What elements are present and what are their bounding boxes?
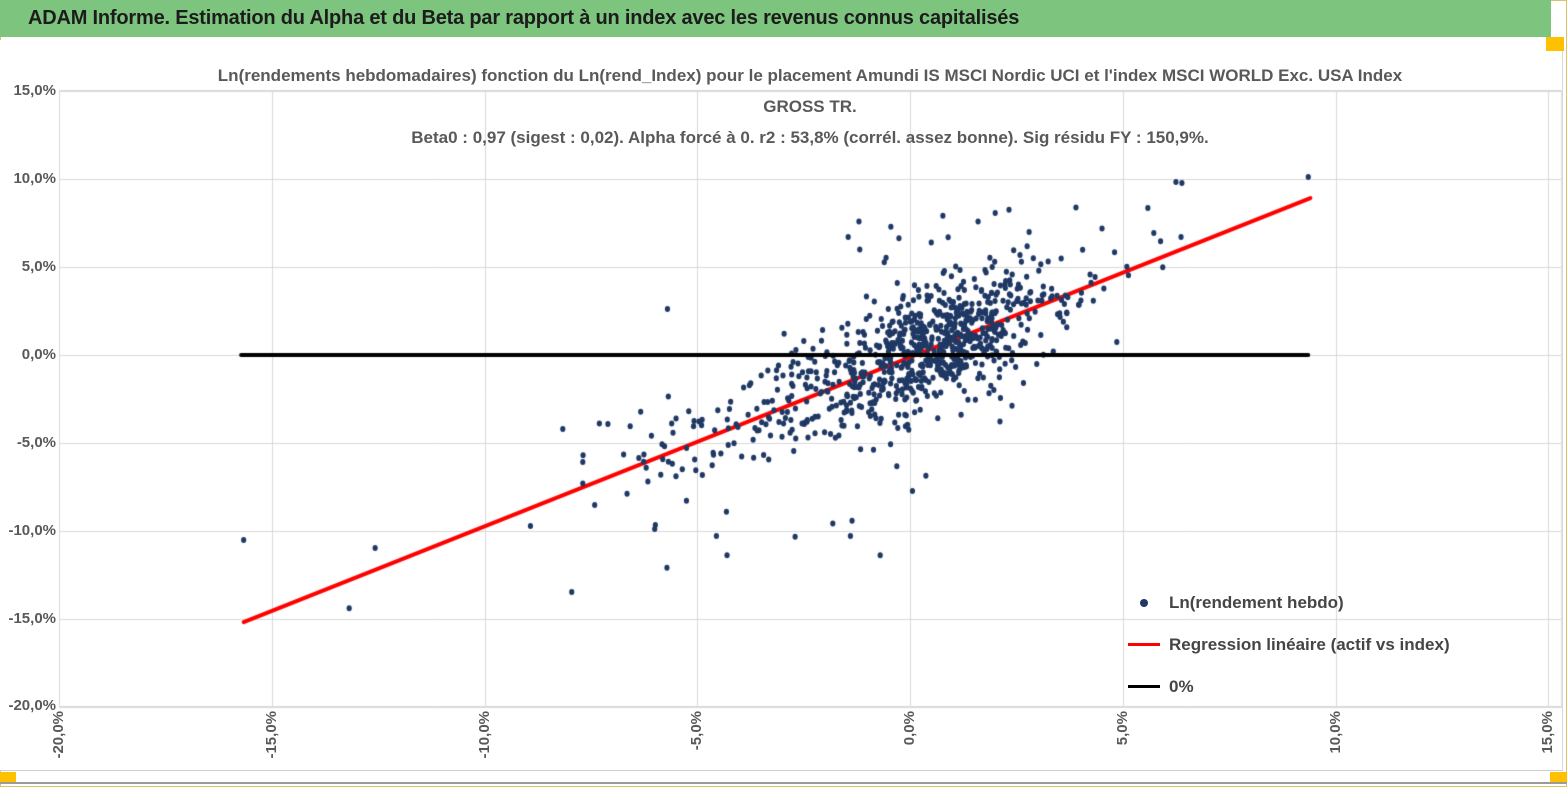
legend-item-zero[interactable]: 0%	[1128, 674, 1473, 699]
x-tick-label: 10,0%	[1326, 711, 1344, 754]
chart-title-line-2: GROSS TR.	[763, 97, 857, 116]
x-tick-label: -5,0%	[688, 711, 706, 751]
y-tick-label: -20,0%	[8, 697, 56, 715]
y-tick-label: 10,0%	[13, 170, 56, 188]
chart-legend[interactable]: Ln(rendement hebdo) Regression linéaire …	[1128, 590, 1473, 699]
x-tick-label: -10,0%	[475, 711, 493, 759]
chart-title-block: Ln(rendements hebdomadaires) fonction du…	[60, 60, 1560, 153]
regression-line-icon	[1128, 643, 1160, 646]
legend-label: Ln(rendement hebdo)	[1169, 592, 1344, 612]
selection-handle-top-right[interactable]	[1546, 37, 1564, 51]
chart-title-stats-line: Beta0 : 0,97 (sigest : 0,02). Alpha forc…	[411, 128, 1209, 147]
x-tick-label: 5,0%	[1113, 711, 1131, 746]
x-tick-label: -20,0%	[50, 711, 67, 759]
y-tick-label: -15,0%	[8, 609, 56, 627]
chart-title-line-1: Ln(rendements hebdomadaires) fonction du…	[217, 66, 1403, 85]
legend-item-regression[interactable]: Regression linéaire (actif vs index)	[1128, 632, 1473, 657]
x-tick-label: 15,0%	[1539, 711, 1557, 754]
sheet-bottom-border	[0, 782, 1567, 784]
selection-handle-bottom-right[interactable]	[1550, 772, 1567, 783]
selection-handle-bottom-left[interactable]	[0, 772, 16, 783]
y-tick-label: 5,0%	[21, 258, 56, 276]
x-tick-label: -15,0%	[262, 711, 280, 759]
y-tick-label: -5,0%	[16, 433, 56, 451]
y-tick-label: 15,0%	[13, 82, 56, 100]
scatter-dot-icon	[1128, 598, 1160, 607]
legend-label: 0%	[1169, 676, 1194, 696]
y-tick-label: -10,0%	[8, 521, 56, 539]
y-tick-label: 0,0%	[21, 346, 56, 363]
zero-line-icon	[1128, 685, 1160, 688]
x-tick-label: 0,0%	[901, 711, 918, 746]
legend-label: Regression linéaire (actif vs index)	[1169, 634, 1450, 654]
legend-item-scatter[interactable]: Ln(rendement hebdo)	[1128, 590, 1473, 615]
